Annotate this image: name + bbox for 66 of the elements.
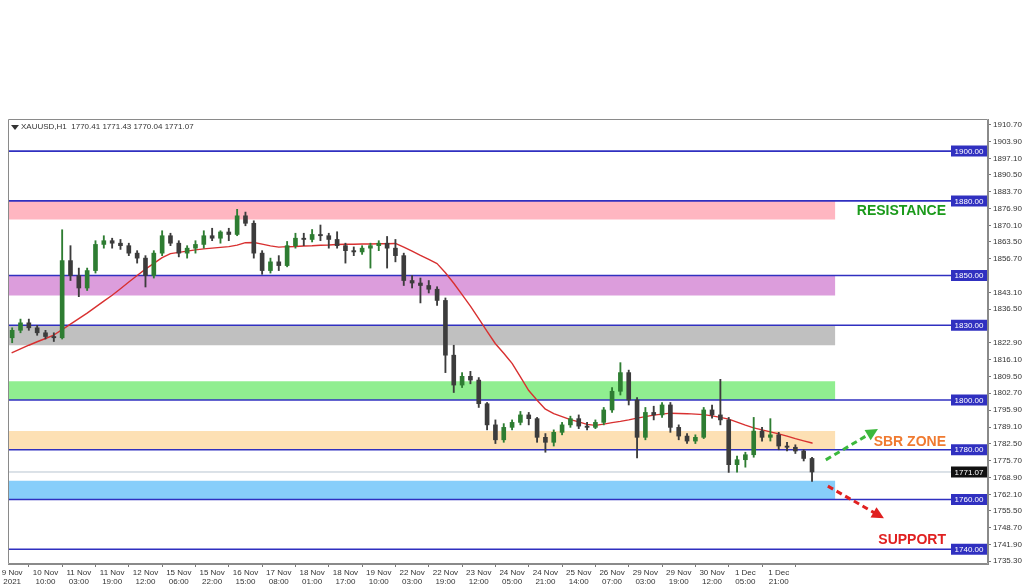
y-tick-label: 1890.50: [993, 169, 1023, 179]
y-tick-label: 1910.70: [993, 119, 1023, 129]
text: SUPPORT: [878, 530, 947, 547]
y-tick-label: 1883.70: [993, 186, 1023, 196]
x-tick-label: 23 Nov 12:00: [466, 567, 492, 586]
x-tick-label: 25 Nov 14:00: [566, 567, 592, 586]
x-tick-label: 11 Nov 03:00: [66, 567, 92, 586]
candlestick: [718, 379, 723, 426]
y-tick-label: 1775.70: [993, 455, 1023, 465]
candlestick: [301, 232, 307, 247]
x-tick-label: 29 Nov 03:00: [632, 567, 659, 586]
x-tick-label: 10 Nov 10:00: [32, 567, 59, 586]
x-tick-label: 18 Nov 01:00: [299, 567, 325, 586]
ref-line-label: 1740.00: [954, 545, 985, 555]
ref-line-label: 1850.00: [954, 271, 985, 281]
text: SBR ZONE: [873, 433, 946, 450]
x-tick-label: 24 Nov 05:00: [499, 567, 525, 586]
ref-line-label: 1800.00: [954, 395, 985, 405]
x-tick-label: 18 Nov 17:00: [332, 567, 359, 586]
x-tick-label: 16 Nov 15:00: [232, 567, 259, 586]
y-tick-label: 1863.50: [993, 237, 1023, 247]
ref-line-label: 1760.00: [954, 495, 985, 505]
y-tick-label: 1762.10: [993, 489, 1023, 499]
y-tick-label: 1755.50: [993, 505, 1023, 515]
x-tick-label: 24 Nov 21:00: [532, 567, 559, 586]
x-tick-label: 22 Nov 03:00: [399, 567, 425, 586]
candlestick: [51, 332, 57, 342]
y-tick-label: 1836.50: [993, 304, 1023, 314]
text: RESISTANCE: [856, 201, 946, 218]
y-tick-label: 1816.10: [993, 355, 1023, 365]
x-tick-label: 1 Dec 21:00: [768, 567, 790, 586]
y-tick-label: 1802.70: [993, 388, 1023, 398]
chart-title: XAUUSD,H1 1770.41 1771.43 1770.04 1771.07: [21, 122, 195, 132]
y-tick-label: 1876.90: [993, 203, 1023, 213]
ref-line-label: 1830.00: [954, 321, 985, 331]
x-tick-label: 17 Nov 08:00: [266, 567, 292, 586]
ref-line-label: 1780.00: [954, 445, 985, 455]
x-tick-label: 11 Nov 19:00: [99, 567, 125, 586]
x-tick-label: 15 Nov 06:00: [166, 567, 192, 586]
ref-line-label: 1880.00: [954, 196, 985, 206]
x-tick-label: 1 Dec 05:00: [734, 567, 756, 586]
y-tick-label: 1748.70: [993, 522, 1023, 532]
y-tick-label: 1768.90: [993, 472, 1023, 482]
y-tick-label: 1822.90: [993, 338, 1023, 348]
y-tick-label: 1809.50: [993, 371, 1023, 381]
x-tick-label: 9 Nov 2021: [1, 567, 23, 586]
y-tick-label: 1903.90: [993, 136, 1023, 146]
y-tick-label: 1795.90: [993, 405, 1023, 415]
y-tick-label: 1843.10: [993, 287, 1023, 297]
x-tick-label: 15 Nov 22:00: [199, 567, 225, 586]
x-tick-label: 30 Nov 12:00: [699, 567, 725, 586]
x-tick-label: 19 Nov 10:00: [366, 567, 392, 586]
y-tick-label: 1856.70: [993, 254, 1023, 264]
x-tick-label: 29 Nov 19:00: [666, 567, 692, 586]
y-tick-label: 1782.50: [993, 438, 1023, 448]
y-tick-label: 1870.10: [993, 220, 1023, 230]
candlestick: [768, 418, 773, 442]
y-tick-label: 1897.10: [993, 153, 1023, 163]
y-tick-label: 1789.10: [993, 422, 1023, 432]
x-tick-label: 12 Nov 12:00: [132, 567, 159, 586]
x-tick-label: 22 Nov 19:00: [432, 567, 459, 586]
x-tick-label: 26 Nov 07:00: [599, 567, 625, 586]
y-tick-label: 1735.30: [993, 556, 1023, 566]
ref-line-label: 1771.07: [954, 467, 985, 477]
y-tick-label: 1741.90: [993, 539, 1023, 549]
ref-line-label: 1900.00: [954, 146, 985, 156]
